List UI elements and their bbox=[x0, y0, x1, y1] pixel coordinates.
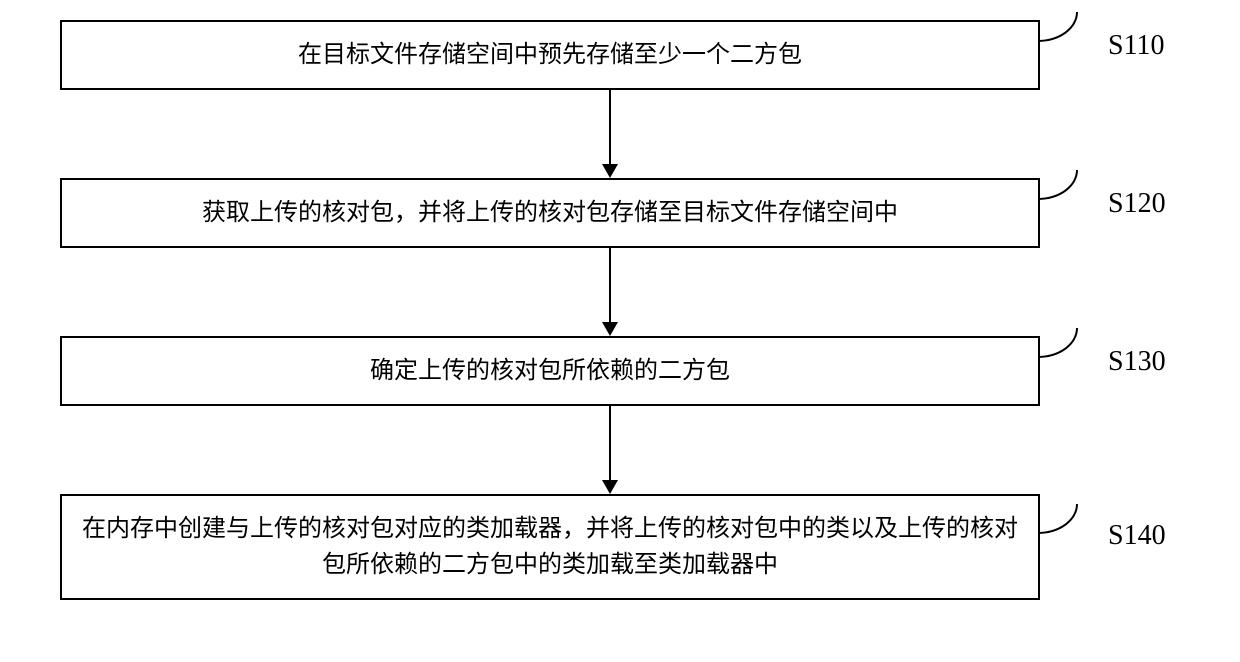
bracket-s140 bbox=[1038, 504, 1078, 534]
arrow-1 bbox=[602, 164, 618, 178]
step-label-s140: S140 bbox=[1108, 520, 1166, 552]
step-label-s110: S110 bbox=[1108, 30, 1165, 62]
step-label-s120: S120 bbox=[1108, 188, 1166, 220]
connector-2 bbox=[609, 248, 611, 322]
step-text: 获取上传的核对包，并将上传的核对包存储至目标文件存储空间中 bbox=[202, 195, 898, 231]
bracket-s110 bbox=[1038, 12, 1078, 42]
step-text: 在目标文件存储空间中预先存储至少一个二方包 bbox=[298, 37, 802, 73]
step-box-s130: 确定上传的核对包所依赖的二方包 bbox=[60, 336, 1040, 406]
arrow-3 bbox=[602, 480, 618, 494]
bracket-s130 bbox=[1038, 328, 1078, 358]
step-box-s140: 在内存中创建与上传的核对包对应的类加载器，并将上传的核对包中的类以及上传的核对包… bbox=[60, 494, 1040, 600]
step-box-s120: 获取上传的核对包，并将上传的核对包存储至目标文件存储空间中 bbox=[60, 178, 1040, 248]
step-label-s130: S130 bbox=[1108, 346, 1166, 378]
step-text: 在内存中创建与上传的核对包对应的类加载器，并将上传的核对包中的类以及上传的核对包… bbox=[82, 511, 1018, 583]
step-text: 确定上传的核对包所依赖的二方包 bbox=[370, 353, 730, 389]
connector-3 bbox=[609, 406, 611, 480]
step-box-s110: 在目标文件存储空间中预先存储至少一个二方包 bbox=[60, 20, 1040, 90]
connector-1 bbox=[609, 90, 611, 164]
bracket-s120 bbox=[1038, 170, 1078, 200]
arrow-2 bbox=[602, 322, 618, 336]
